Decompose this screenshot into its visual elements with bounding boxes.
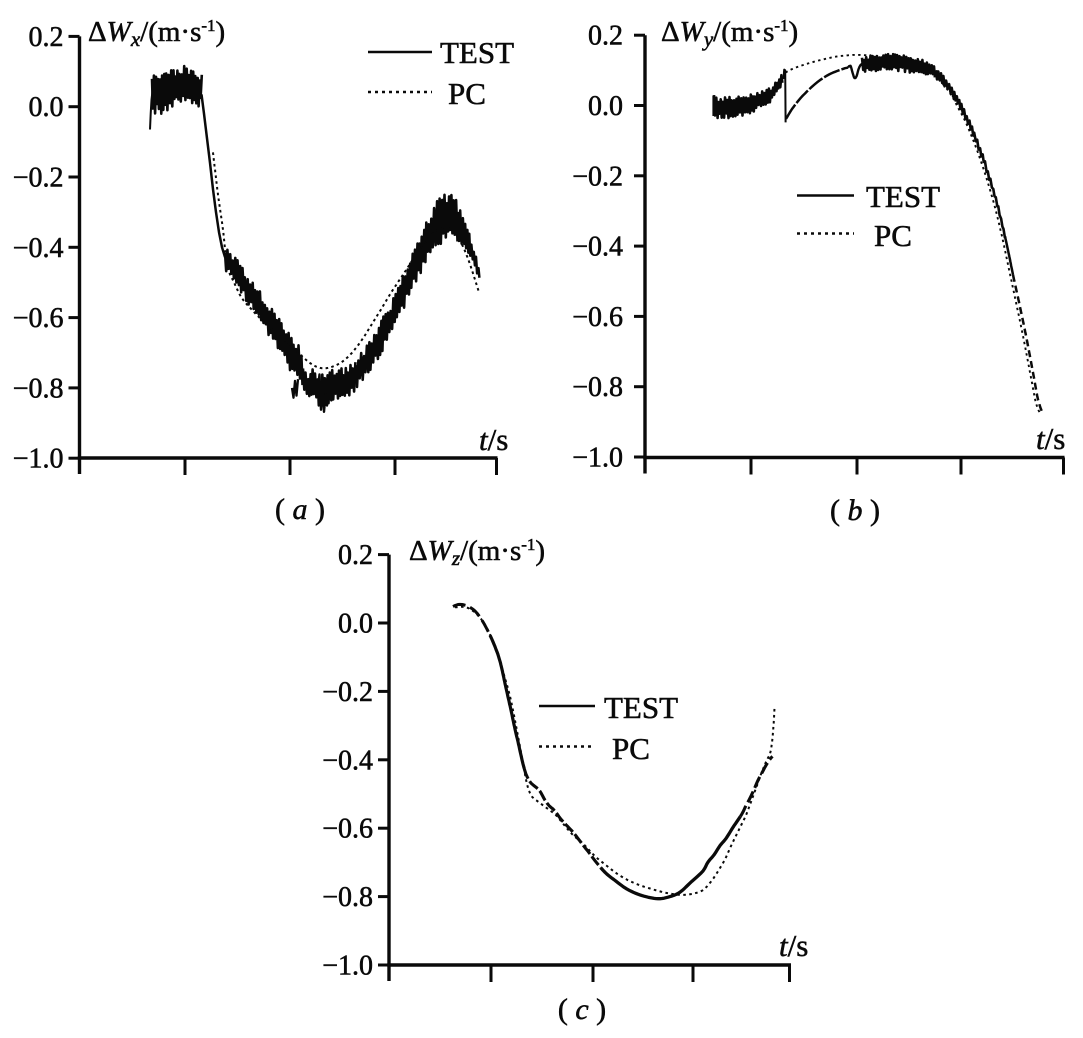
svg-text:−1.0: −1.0 [322,951,373,982]
svg-text:( c ): ( c ) [558,993,606,1026]
svg-text:ΔWx/(m·s-1): ΔWx/(m·s-1) [88,16,225,51]
svg-text:( a ): ( a ) [275,493,325,526]
svg-text:−1.0: −1.0 [13,444,64,475]
svg-text:0.0: 0.0 [588,91,623,122]
svg-text:−1.0: −1.0 [572,443,623,474]
svg-text:−0.2: −0.2 [322,677,373,708]
svg-text:0.2: 0.2 [29,22,64,53]
svg-text:ΔWy/(m·s-1): ΔWy/(m·s-1) [661,16,798,51]
svg-text:−0.6: −0.6 [13,303,64,334]
svg-text:TEST: TEST [866,179,940,214]
svg-text:−0.6: −0.6 [322,814,373,845]
svg-text:TEST: TEST [604,690,678,725]
svg-text:−0.8: −0.8 [13,373,64,404]
svg-text:t/s: t/s [479,422,508,457]
svg-text:0.0: 0.0 [29,92,64,123]
svg-text:−0.2: −0.2 [572,161,623,192]
svg-text:TEST: TEST [440,35,514,70]
svg-text:0.2: 0.2 [588,21,623,52]
svg-text:t/s: t/s [1036,421,1065,456]
svg-text:−0.2: −0.2 [13,163,64,194]
svg-text:−0.8: −0.8 [322,882,373,913]
svg-text:0.0: 0.0 [338,609,373,640]
svg-text:−0.8: −0.8 [572,372,623,403]
svg-text:PC: PC [612,731,650,766]
svg-text:0.2: 0.2 [338,540,373,571]
svg-text:−0.4: −0.4 [13,233,64,264]
svg-text:( b ): ( b ) [830,494,880,527]
svg-text:PC: PC [448,76,486,111]
svg-text:−0.4: −0.4 [322,745,373,776]
svg-text:PC: PC [874,218,912,253]
svg-text:t/s: t/s [779,928,808,963]
svg-text:−0.4: −0.4 [572,232,623,263]
svg-text:−0.6: −0.6 [572,302,623,333]
